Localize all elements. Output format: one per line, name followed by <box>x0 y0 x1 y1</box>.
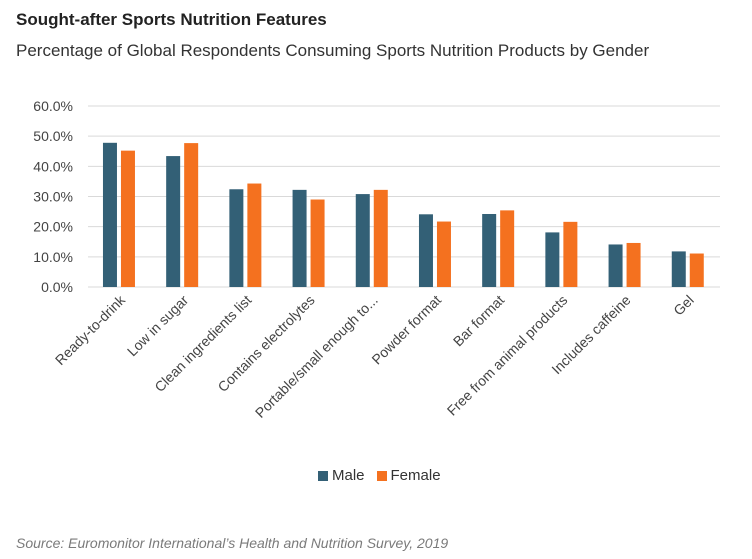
bar-male <box>355 194 370 287</box>
bars <box>102 142 704 287</box>
bar-male <box>482 213 497 287</box>
bar-female <box>689 253 704 287</box>
y-tick-label: 0.0% <box>41 279 73 295</box>
y-tick-label: 40.0% <box>33 158 73 174</box>
legend-swatch-male <box>318 470 328 481</box>
legend-label-male: Male <box>332 467 365 484</box>
bar-female <box>500 210 515 287</box>
bar-male <box>102 142 117 287</box>
bar-female <box>247 183 262 287</box>
legend-item-male: Male <box>318 467 365 484</box>
gridlines <box>88 105 720 288</box>
y-tick-label: 20.0% <box>33 219 73 235</box>
bar-male <box>292 189 307 287</box>
legend-item-female: Female <box>376 467 441 484</box>
chart-subtitle: Percentage of Global Respondents Consumi… <box>16 41 650 60</box>
bar-female <box>436 221 451 287</box>
bar-male <box>229 189 244 287</box>
x-tick-label: Free from animal products <box>444 292 571 419</box>
x-tick-label: Bar format <box>450 292 508 350</box>
bar-male <box>418 214 433 287</box>
source-note: Source: Euromonitor International’s Heal… <box>16 535 449 551</box>
y-tick-label: 10.0% <box>33 249 73 265</box>
bar-female <box>120 150 135 287</box>
bar-male <box>608 244 623 287</box>
x-tick-label: Portable/small enough to... <box>252 292 381 421</box>
bar-male <box>166 156 181 287</box>
y-tick-label: 60.0% <box>33 98 73 114</box>
chart-title: Sought-after Sports Nutrition Features <box>16 10 327 29</box>
bar-female <box>626 242 641 287</box>
legend: Male Female <box>318 467 453 484</box>
x-tick-label: Low in sugar <box>124 292 192 360</box>
bar-male <box>671 251 686 287</box>
bar-female <box>373 189 388 287</box>
y-tick-label: 50.0% <box>33 128 73 144</box>
legend-swatch-female <box>376 470 387 481</box>
x-tick-label: Ready-to-drink <box>52 291 129 368</box>
bar-chart: 0.0% 10.0% 20.0% 30.0% 40.0% 50.0% 60.0% Ready… <box>33 98 720 421</box>
bar-female <box>563 221 578 287</box>
legend-label-female: Female <box>390 467 441 484</box>
bar-female <box>310 199 325 287</box>
y-tick-label: 30.0% <box>33 189 73 205</box>
x-tick-label: Gel <box>670 292 697 319</box>
bar-female <box>184 143 199 287</box>
y-axis-ticks: 0.0% 10.0% 20.0% 30.0% 40.0% 50.0% 60.0% <box>33 98 73 295</box>
bar-male <box>545 232 560 287</box>
